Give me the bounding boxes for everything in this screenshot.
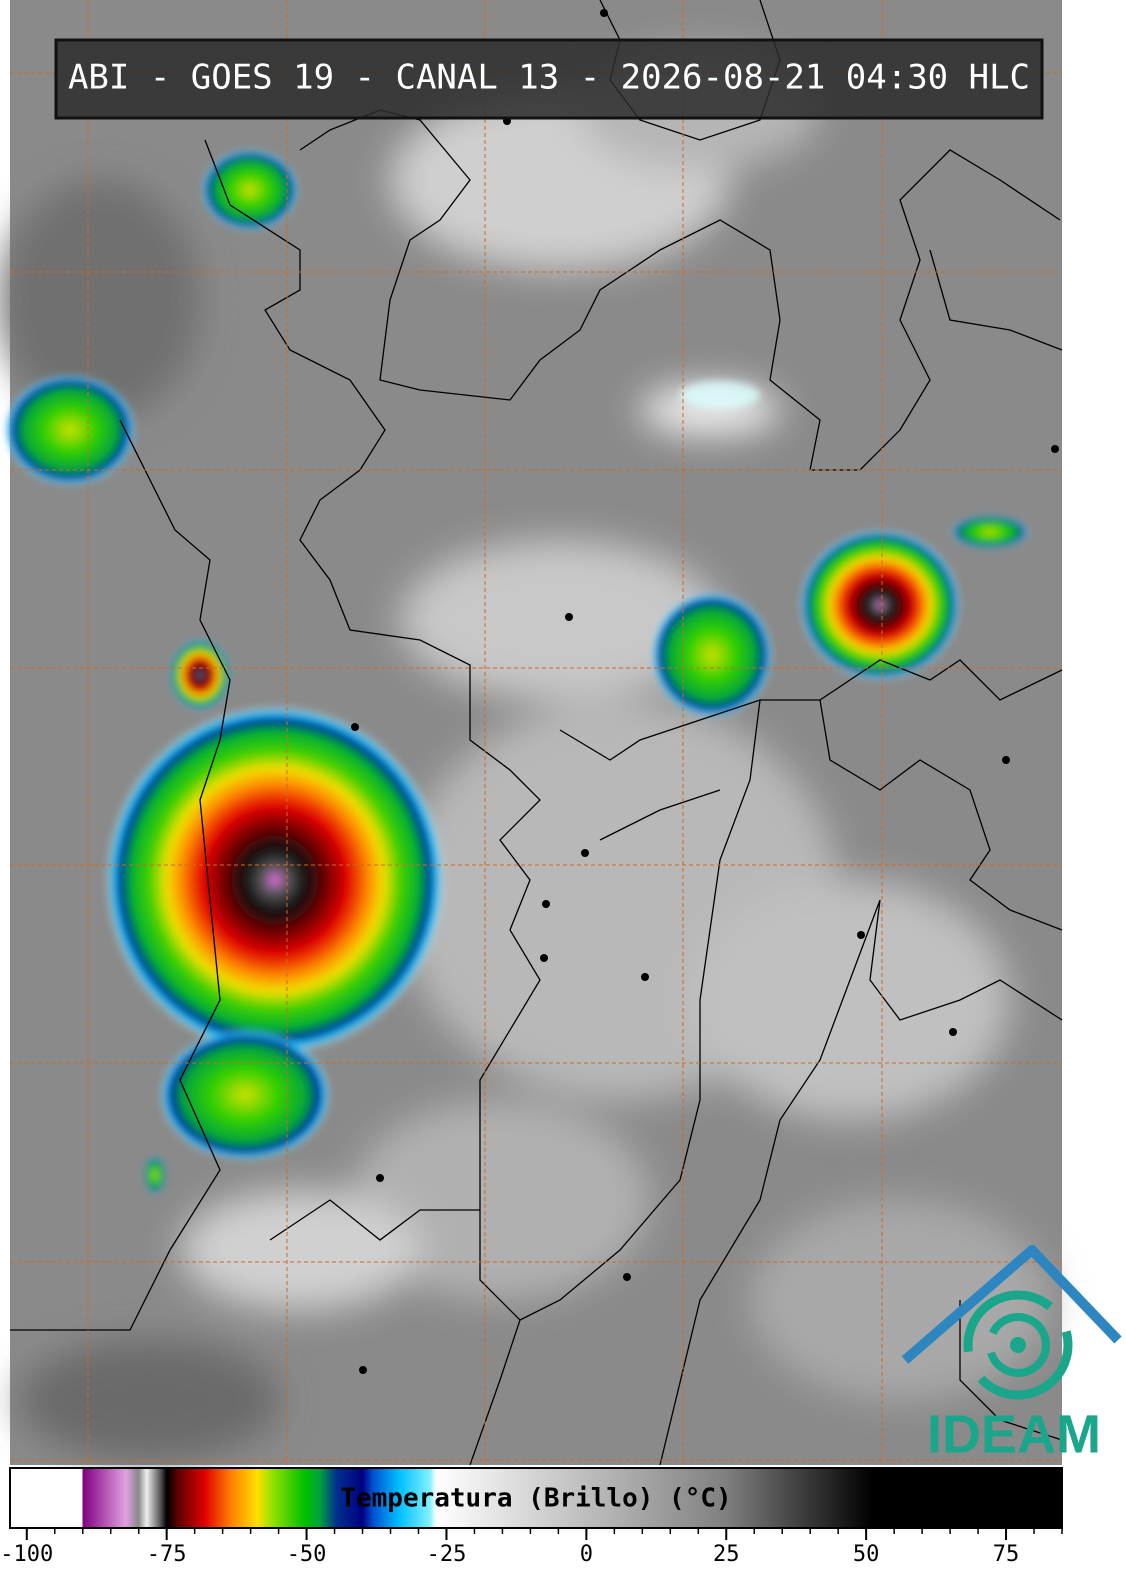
tick-label: -25 — [427, 1542, 467, 1567]
tick-label: 75 — [993, 1542, 1020, 1567]
logo: IDEAM — [901, 1245, 1122, 1464]
colorbar-axis: -100 -75 -50 -25 0 25 50 75 — [0, 1528, 1063, 1567]
tick-label: 25 — [713, 1542, 740, 1567]
tick-label: 50 — [853, 1542, 880, 1567]
colorbar-label: Temperatura (Brillo) (°C) — [340, 1484, 731, 1514]
borders — [10, 0, 1063, 1466]
tick-label: -75 — [147, 1542, 187, 1567]
logo-text: IDEAM — [927, 1404, 1101, 1464]
title-box — [54, 38, 1044, 120]
city-markers — [351, 9, 1059, 1374]
colorbar — [9, 1467, 1063, 1529]
lat-lon-grid — [10, 0, 1062, 1465]
tick-label: 0 — [580, 1542, 593, 1567]
tick-label: -50 — [287, 1542, 327, 1567]
tick-label: -100 — [0, 1542, 53, 1567]
title: ABI - GOES 19 - CANAL 13 - 2026-08-21 04… — [68, 58, 1030, 98]
